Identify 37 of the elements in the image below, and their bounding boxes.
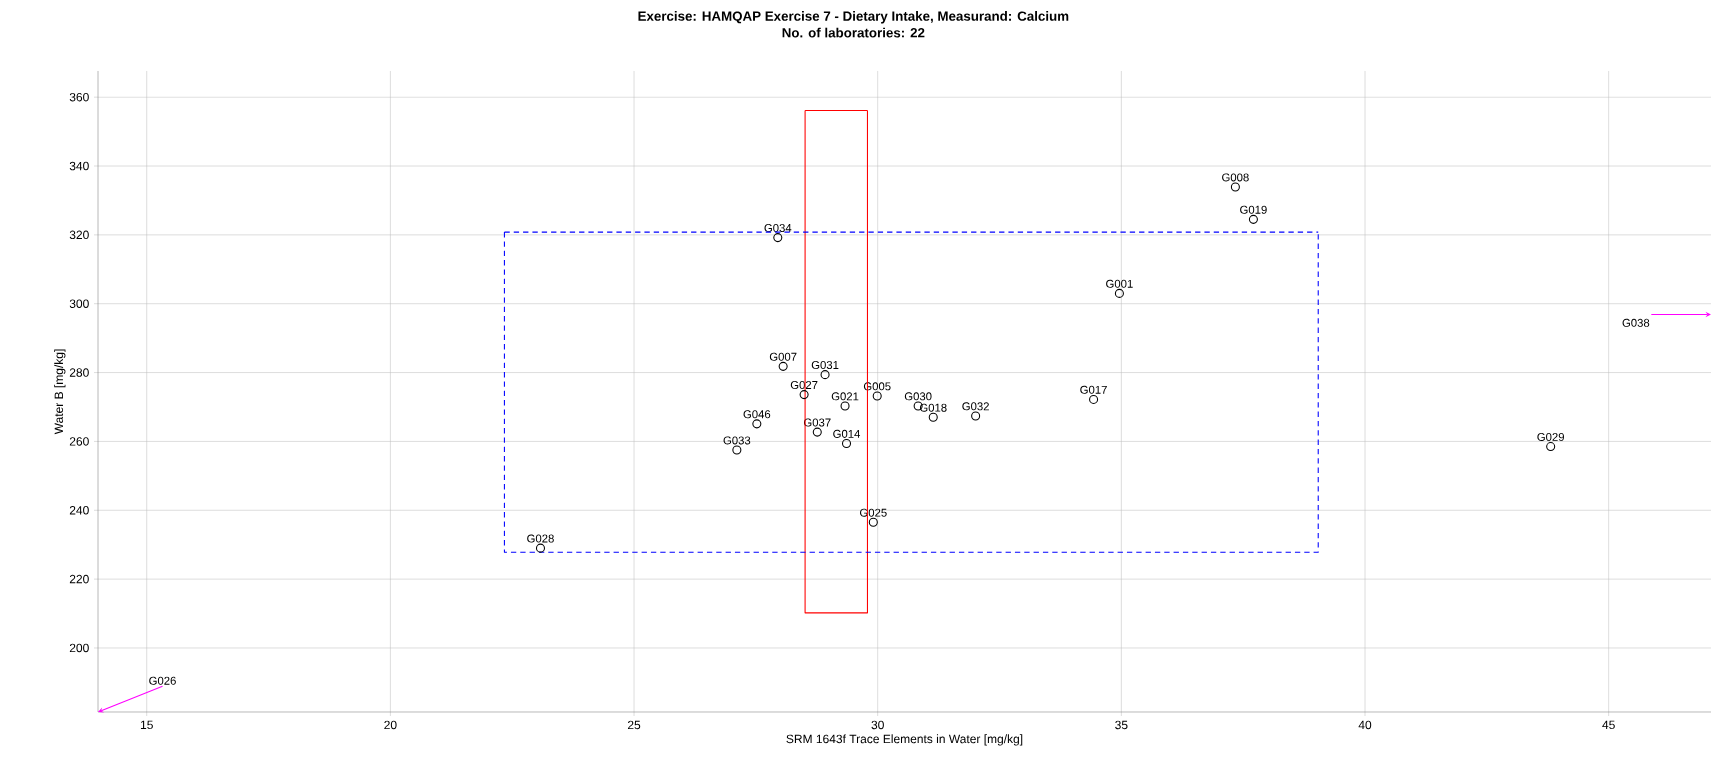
y-tick-label: 200 <box>69 643 89 653</box>
y-tick-label: 340 <box>69 161 89 171</box>
y-tick-label: 220 <box>69 574 89 584</box>
y-tick-label: 360 <box>69 92 89 102</box>
data-label: G008 <box>1222 173 1249 182</box>
y-axis-title: Water B [mg/kg] <box>54 349 66 435</box>
x-tick-label: 20 <box>384 720 397 730</box>
x-tick-label: 45 <box>1602 720 1615 730</box>
x-axis-title: SRM 1643f Trace Elements in Water [mg/kg] <box>786 734 1023 746</box>
x-tick-label: 15 <box>140 720 153 730</box>
data-label: G001 <box>1106 279 1133 288</box>
data-label: G014 <box>833 429 861 438</box>
data-label: G030 <box>904 392 932 401</box>
data-label: G017 <box>1080 385 1107 394</box>
y-tick-label: 260 <box>69 437 89 446</box>
x-tick-label: 30 <box>871 720 884 730</box>
data-label: G019 <box>1240 205 1267 214</box>
y-tick-label: 280 <box>69 368 89 377</box>
data-label: G046 <box>743 410 771 419</box>
data-label: G021 <box>831 392 859 401</box>
data-label: G028 <box>527 534 554 543</box>
data-label: G029 <box>1537 432 1564 441</box>
chart-subtitle: No. of laboratories: 22 <box>782 27 925 38</box>
annotation: G038 <box>1622 318 1650 327</box>
data-label: G031 <box>811 361 839 370</box>
data-label: G032 <box>962 402 989 411</box>
annotation: G026 <box>149 676 176 685</box>
data-label: G033 <box>723 436 751 445</box>
y-tick-label: 320 <box>69 230 89 240</box>
data-label: G034 <box>764 224 792 233</box>
x-tick-label: 40 <box>1358 720 1372 730</box>
x-tick-label: 35 <box>1115 720 1128 730</box>
y-tick-label: 240 <box>69 506 89 515</box>
y-tick-label: 300 <box>69 299 89 308</box>
x-tick-label: 25 <box>627 720 641 730</box>
chart-title: Exercise: HAMQAP Exercise 7 - Dietary Intake, Measurand: Calcium <box>638 11 1069 24</box>
data-label: G007 <box>769 352 797 361</box>
